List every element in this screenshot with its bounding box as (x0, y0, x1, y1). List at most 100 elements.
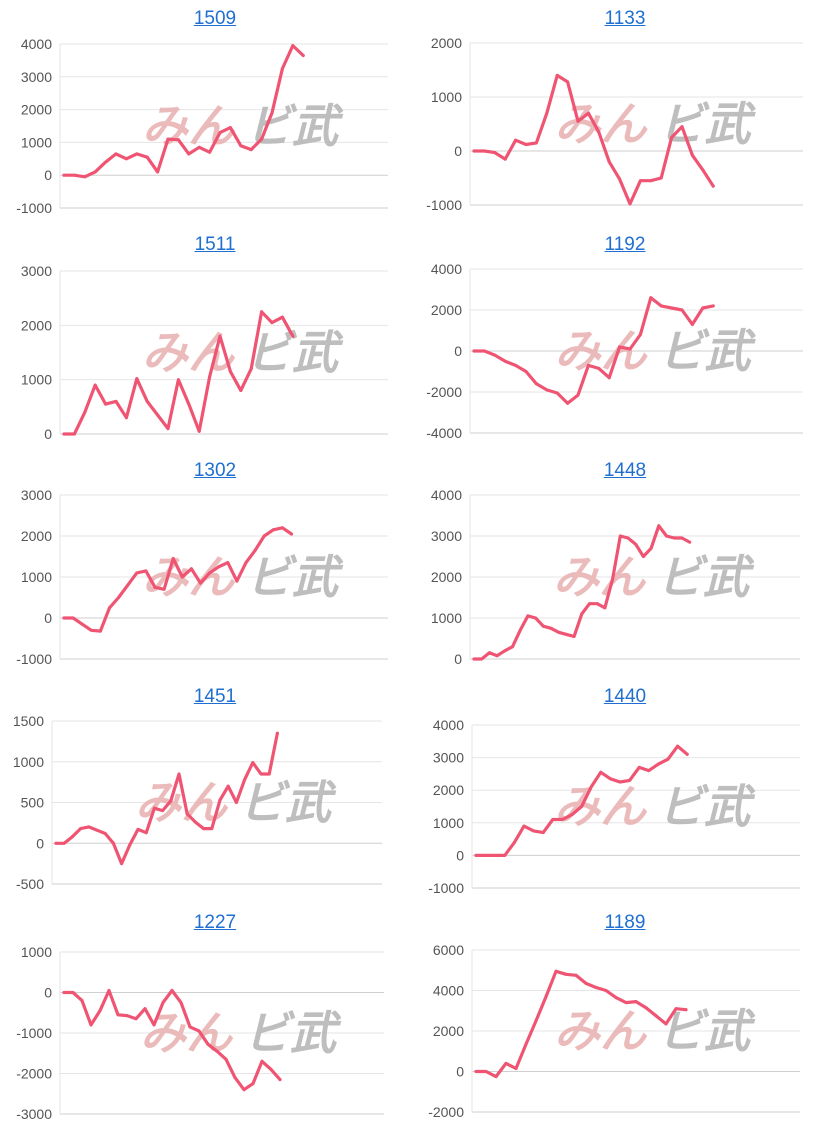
chart-title-link[interactable]: 1509 (193, 8, 237, 29)
data-point (291, 334, 295, 338)
data-point (618, 534, 622, 538)
data-point (134, 1017, 138, 1021)
data-point (594, 986, 598, 989)
y-tick-label: -2000 (428, 1104, 464, 1120)
data-point (493, 151, 497, 155)
data-point (301, 54, 305, 57)
data-point (260, 1059, 264, 1063)
data-point (690, 322, 694, 326)
data-point (551, 818, 555, 821)
y-tick-label: 3000 (433, 750, 464, 766)
data-point (526, 614, 530, 618)
chart-svg: 3000 2000 1000 0 -1000 みん ビ武 (16, 487, 388, 667)
data-point (634, 1000, 638, 1004)
data-point (280, 67, 284, 71)
data-point (235, 579, 239, 583)
chart-title-link[interactable]: 1192 (604, 234, 646, 255)
watermark-right: ビ武 (658, 780, 756, 834)
data-point (260, 310, 264, 314)
data-point (555, 73, 559, 77)
data-point (484, 853, 488, 857)
chart-title-link[interactable]: 1133 (604, 8, 646, 29)
chart-title-link[interactable]: 1189 (604, 912, 646, 933)
data-point (242, 1088, 246, 1092)
y-tick-label: 4000 (431, 487, 462, 503)
y-tick-label: 3000 (21, 263, 52, 279)
data-point (208, 571, 212, 575)
data-point (226, 561, 230, 565)
data-point (711, 184, 715, 188)
data-point (218, 334, 222, 338)
data-point (676, 744, 680, 748)
data-point (98, 1009, 102, 1013)
data-point (493, 353, 497, 357)
data-point (566, 80, 570, 84)
data-point (680, 536, 684, 540)
y-tick-label: 0 (44, 985, 52, 1001)
data-point (576, 393, 580, 397)
chart-title-link[interactable]: 1440 (603, 686, 647, 707)
data-point (595, 602, 599, 606)
data-point (564, 972, 568, 976)
chart-title-link[interactable]: 1227 (193, 912, 237, 933)
data-point (104, 402, 108, 406)
data-point (603, 606, 607, 610)
y-tick-label: 2000 (431, 35, 462, 51)
data-point (493, 853, 497, 857)
y-tick-label: 1000 (433, 815, 464, 831)
data-point (574, 973, 578, 977)
chart-title-link[interactable]: 1451 (193, 686, 237, 707)
chart-panel-1192: 1192 4000 2000 0 -2000 -4000 みん ビ武 (420, 226, 829, 452)
data-point (684, 1008, 688, 1012)
series-line (472, 296, 715, 405)
data-point (580, 612, 584, 616)
data-point (54, 841, 58, 845)
data-point (170, 989, 174, 992)
y-tick-label: 4000 (431, 261, 462, 277)
data-point (524, 143, 528, 146)
chart-title-link[interactable]: 1511 (194, 234, 236, 255)
data-point (253, 548, 257, 552)
data-point (87, 825, 91, 829)
data-point (474, 853, 478, 857)
data-point (512, 840, 516, 844)
data-point (659, 304, 663, 308)
data-point (217, 565, 221, 569)
data-point (176, 378, 180, 382)
data-point (690, 153, 694, 157)
data-point (545, 111, 549, 115)
data-point (672, 536, 676, 540)
chart-title-link[interactable]: 1448 (603, 460, 647, 481)
watermark-right: ビ武 (239, 776, 337, 830)
data-point (608, 777, 612, 781)
data-point (545, 388, 549, 392)
data-point (474, 1070, 478, 1073)
data-point (262, 534, 266, 538)
data-point (614, 996, 618, 1000)
chart-title-link[interactable]: 1302 (193, 460, 237, 481)
data-point (156, 170, 160, 174)
data-point (259, 772, 263, 776)
data-point (62, 991, 66, 994)
data-point (566, 401, 570, 405)
data-point (634, 542, 638, 546)
data-point (607, 160, 611, 164)
data-point (124, 157, 128, 161)
data-point (647, 769, 651, 773)
chart-panel-1440: 1440 4000 3000 2000 1000 0 -1000 みん ビ武 (420, 678, 829, 904)
data-point (637, 765, 641, 769)
data-point (79, 827, 83, 831)
data-point (104, 160, 108, 164)
data-point (176, 138, 180, 142)
y-tick-label: 2000 (431, 302, 462, 318)
y-tick-label: -1000 (426, 197, 462, 213)
data-point (275, 731, 279, 735)
data-point (152, 1023, 156, 1027)
data-point (114, 399, 118, 403)
data-point (482, 149, 486, 153)
data-point (124, 416, 128, 420)
data-point (618, 177, 622, 181)
y-tick-label: -1000 (16, 651, 52, 667)
watermark-left: みん (554, 780, 648, 834)
